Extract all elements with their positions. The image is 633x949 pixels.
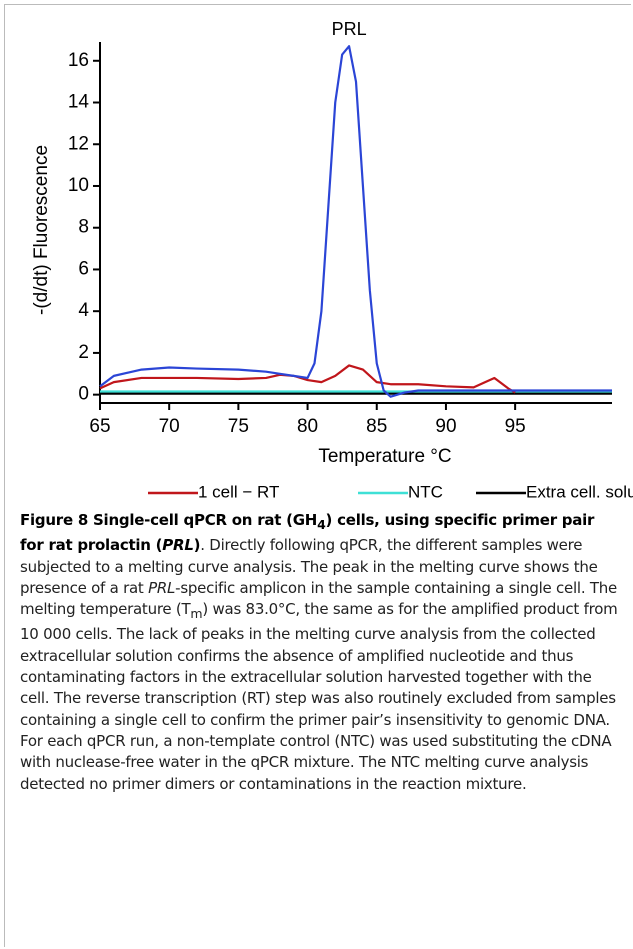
peak-label: PRL — [332, 19, 367, 39]
x-tick-label: 80 — [297, 416, 318, 437]
caption-text: ) cells, using specific primer pair for … — [20, 511, 595, 555]
caption-text: -specific amplicon in the sample contain… — [20, 578, 618, 619]
y-tick-label: 8 — [78, 217, 89, 238]
x-tick-label: 90 — [435, 416, 456, 437]
series-line — [99, 45, 612, 398]
caption-title: Figure 8 Single-cell qPCR on rat (GH4) c… — [20, 511, 594, 554]
y-tick-label: 6 — [78, 258, 89, 279]
caption-text: Figure 8 Single-cell qPCR on rat (GH — [20, 511, 318, 529]
y-tick-label: 12 — [68, 133, 89, 154]
legend-label: Extra cell. solut. — [526, 482, 633, 501]
y-axis-label: -(d/dt) Fluorescence — [31, 145, 52, 315]
series-line — [99, 364, 516, 394]
caption-italic: PRL — [148, 578, 176, 597]
y-tick-label: 14 — [68, 92, 90, 113]
chart: Temperature °C -(d/dt) Fluorescence 0 2 4 6… — [31, 19, 633, 502]
figure-frame — [4, 4, 631, 947]
y-tick-label: 16 — [68, 50, 89, 71]
x-tick-label: 85 — [366, 416, 387, 437]
x-tick-label: 95 — [505, 416, 526, 437]
y-tick-label: 10 — [68, 175, 89, 196]
caption-text: ) — [193, 536, 201, 555]
x-axis-label: Temperature °C — [318, 446, 451, 467]
y-tick-label: 0 — [78, 384, 89, 405]
caption-subscript: 4 — [317, 517, 326, 532]
caption-italic: PRL — [162, 536, 194, 555]
legend-label: NTC — [408, 482, 443, 501]
y-tick-label: 4 — [78, 300, 89, 321]
caption-text: . Directly following qPCR, the different… — [20, 536, 598, 597]
legend-label: 1 cell − RT — [198, 482, 279, 501]
x-tick-label: 70 — [159, 416, 180, 437]
y-tick-label: 2 — [78, 342, 89, 363]
caption-subscript: m — [190, 606, 203, 622]
figure-caption: Figure 8 Single-cell qPCR on rat (GH4) c… — [20, 510, 622, 795]
caption-text: ) was 83.0°C, the same as for the amplif… — [20, 600, 618, 793]
x-tick-label: 65 — [89, 416, 110, 437]
x-tick-label: 75 — [228, 416, 249, 437]
